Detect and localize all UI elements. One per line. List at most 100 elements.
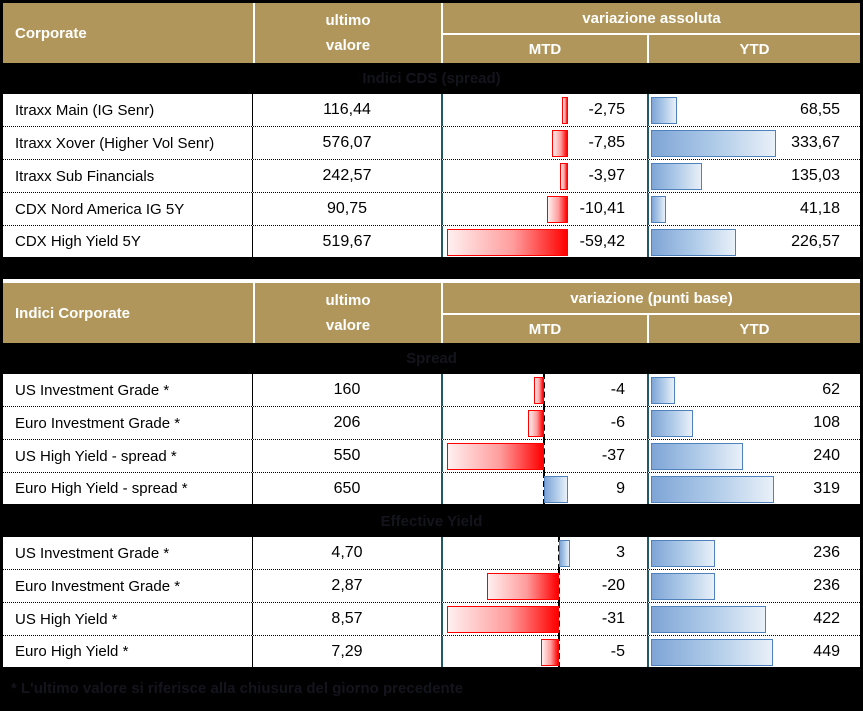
table-row: US Investment Grade * 160 -4 62 — [3, 373, 860, 407]
row-ytd-cell: 422 — [647, 603, 860, 635]
row-label: Euro High Yield - spread * — [3, 473, 253, 504]
table-row: Euro High Yield * 7,29 -5 449 — [3, 635, 860, 669]
row-mtd-cell: -4 — [441, 373, 647, 407]
row-label: US Investment Grade * — [3, 374, 253, 406]
ytd-value: 62 — [822, 381, 840, 398]
mtd-value: 3 — [616, 544, 625, 561]
row-ytd-cell: 236 — [647, 570, 860, 602]
mtd-value: -37 — [601, 447, 625, 464]
section-band-effective-yield: Effective Yield — [3, 506, 860, 537]
row-mtd-cell: -10,41 — [441, 193, 647, 225]
table-gap-white — [3, 279, 860, 283]
row-ultimo-valore: 576,07 — [322, 134, 372, 151]
table-gap-black — [3, 259, 860, 279]
mtd-value: -6 — [610, 414, 625, 431]
table-row: Euro Investment Grade * 206 -6 108 — [3, 406, 860, 440]
spread-rows: US Investment Grade * 160 -4 62 Euro Inv… — [3, 373, 860, 506]
row-label: US High Yield - spread * — [3, 440, 253, 472]
row-mtd-cell: 9 — [441, 472, 647, 505]
ytd-databar — [651, 443, 744, 470]
ytd-value: 108 — [813, 414, 840, 431]
row-label: US Investment Grade * — [3, 537, 253, 569]
ytd-value: 319 — [813, 479, 840, 497]
mtd-databar — [559, 163, 568, 190]
row-label: Itraxx Main (IG Senr) — [3, 94, 253, 126]
ytd-value: 236 — [813, 544, 840, 561]
row-ultimo-valore: 650 — [333, 479, 361, 497]
mtd-value: -4 — [610, 381, 625, 398]
ytd-databar — [651, 573, 716, 600]
row-label: Euro Investment Grade * — [3, 570, 253, 602]
table-row: Euro Investment Grade * 2,87 -20 236 — [3, 569, 860, 603]
row-label: US High Yield * — [3, 603, 253, 635]
mtd-databar — [447, 443, 544, 470]
row-mtd-cell: 3 — [441, 536, 647, 570]
valore-label: valore — [325, 317, 371, 335]
table-row: US High Yield - spread * 550 -37 240 — [3, 439, 860, 473]
row-ytd-cell: 333,67 — [647, 127, 860, 159]
ytd-databar — [651, 97, 677, 124]
mtd-value: -2,75 — [588, 101, 625, 118]
ytd-databar — [651, 377, 675, 404]
row-ultimo-valore: 206 — [333, 414, 361, 431]
row-ultimo-valore: 116,44 — [323, 101, 371, 118]
mtd-value: -20 — [601, 577, 625, 594]
mtd-databar — [544, 476, 568, 503]
table2-variazione-header: variazione (punti base) — [441, 283, 860, 313]
row-ultimo-valore: 519,67 — [322, 232, 372, 250]
row-ytd-cell: 319 — [647, 473, 860, 504]
mtd-databar — [540, 639, 559, 666]
mtd-value: -10,41 — [579, 200, 625, 217]
mtd-value: 9 — [616, 479, 625, 497]
mtd-databar — [446, 229, 568, 256]
ytd-value: 68,55 — [799, 101, 840, 118]
cds-rows: Itraxx Main (IG Senr) 116,44 -2,75 68,55… — [3, 94, 860, 259]
mtd-databar — [546, 196, 568, 223]
ytd-value: 449 — [813, 642, 840, 660]
row-ytd-cell: 449 — [647, 636, 860, 667]
ytd-databar — [651, 410, 693, 437]
ytd-databar — [651, 229, 736, 256]
table-row: CDX High Yield 5Y 519,67 -59,42 226,57 — [3, 226, 860, 259]
table2-ytd-header: YTD — [647, 313, 860, 343]
table1-variazione-header: variazione assoluta — [441, 3, 860, 33]
mtd-value: -5 — [610, 642, 625, 660]
mtd-value: -3,97 — [588, 167, 625, 184]
ytd-databar — [651, 476, 774, 503]
row-label: Euro Investment Grade * — [3, 407, 253, 439]
table-row: Itraxx Sub Financials 242,57 -3,97 135,0… — [3, 160, 860, 193]
row-ytd-cell: 135,03 — [647, 160, 860, 192]
ytd-databar — [651, 163, 702, 190]
row-mtd-cell: -7,85 — [441, 127, 647, 159]
mtd-baseline-axis — [558, 569, 560, 603]
section-band-cds: Indici CDS (spread) — [3, 63, 860, 94]
footnote: * L'ultimo valore si riferisce alla chiu… — [3, 669, 860, 708]
row-ultimo-valore: 8,57 — [331, 610, 363, 627]
mtd-baseline-axis — [558, 602, 560, 636]
table2-title: Indici Corporate — [15, 304, 131, 322]
row-label: CDX Nord America IG 5Y — [3, 193, 253, 225]
table1-ultimo-valore-header: ultimo valore — [253, 3, 441, 63]
row-ultimo-valore: 2,87 — [331, 577, 363, 594]
mtd-databar — [562, 97, 568, 124]
row-ultimo-valore: 90,75 — [326, 200, 368, 217]
row-ultimo-valore: 7,29 — [331, 642, 363, 660]
row-ytd-cell: 108 — [647, 407, 860, 439]
table-row: US High Yield * 8,57 -31 422 — [3, 602, 860, 636]
ytd-value: 236 — [813, 577, 840, 594]
indici-corporate-header: Indici Corporate ultimo valore variazion… — [3, 283, 860, 343]
ytd-value: 41,18 — [799, 200, 840, 217]
mtd-baseline-axis — [543, 406, 545, 440]
table-row: Euro High Yield - spread * 650 9 319 — [3, 472, 860, 506]
ytd-value: 226,57 — [791, 232, 840, 250]
mtd-databar — [528, 410, 544, 437]
row-mtd-cell: -59,42 — [441, 226, 647, 257]
row-label: Itraxx Sub Financials — [3, 160, 253, 192]
mtd-databar — [552, 130, 568, 157]
ytd-value: 240 — [813, 447, 840, 464]
ytd-databar — [651, 639, 774, 666]
mtd-baseline-axis — [543, 373, 545, 407]
row-mtd-cell: -31 — [441, 602, 647, 636]
row-ytd-cell: 62 — [647, 374, 860, 406]
table2-mtd-header: MTD — [441, 313, 647, 343]
